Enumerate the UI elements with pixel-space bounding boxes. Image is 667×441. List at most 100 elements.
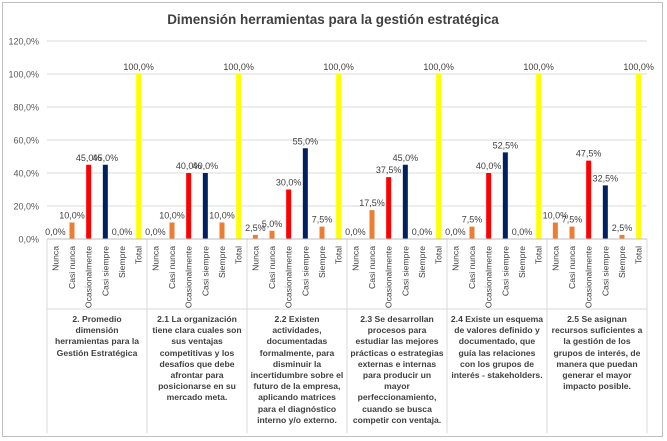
bar — [269, 230, 275, 239]
group-label: 2.1 La organización tiene clara cuales s… — [152, 314, 242, 403]
category-label: Ocasionalmente — [584, 246, 594, 308]
category-label: Casi nunca — [567, 246, 577, 289]
bar — [469, 226, 475, 239]
bar — [252, 234, 258, 239]
category-label: Nunca — [450, 246, 460, 271]
category-label: Nunca — [350, 246, 360, 271]
bar — [186, 173, 192, 239]
data-label: 52,5% — [493, 140, 519, 150]
y-tick-label: 40,0% — [13, 169, 39, 179]
data-label: 0,0% — [445, 227, 466, 237]
data-labels: 0,0%10,0%45,0%45,0%0,0%100,0%0,0%10,0%40… — [45, 62, 654, 237]
data-label: 45,0% — [93, 153, 119, 163]
bar — [202, 173, 208, 239]
category-label: Casi siempre — [400, 246, 410, 296]
category-label: Nunca — [50, 246, 60, 271]
category-label: Casi nunca — [67, 246, 77, 289]
bar — [136, 74, 142, 239]
bar — [502, 152, 508, 239]
group-label: 2. Promedio dimensión herramientas para … — [54, 314, 140, 358]
y-tick-label: 80,0% — [13, 103, 39, 113]
bar — [86, 164, 92, 239]
data-label: 47,5% — [576, 149, 602, 159]
category-label: Casi nunca — [167, 246, 177, 289]
category-label: Ocasionalmente — [484, 246, 494, 308]
data-label: 10,0% — [209, 211, 235, 221]
data-label: 100,0% — [523, 62, 554, 72]
bar — [402, 164, 408, 239]
data-label: 100,0% — [323, 62, 354, 72]
data-label: 40,0% — [476, 161, 502, 171]
bar — [286, 189, 292, 239]
bar — [436, 74, 442, 239]
bar — [386, 177, 392, 239]
data-label: 100,0% — [423, 62, 454, 72]
data-label: 45,0% — [76, 153, 102, 163]
y-tick-label: 0,0% — [18, 235, 39, 245]
data-label: 0,0% — [345, 227, 366, 237]
y-tick-label: 20,0% — [13, 202, 39, 212]
bar — [552, 222, 558, 239]
category-label: Total — [234, 246, 244, 264]
bar — [486, 173, 492, 239]
data-label: 10,0% — [59, 211, 85, 221]
bars — [69, 74, 642, 239]
category-label: Siempre — [217, 246, 227, 278]
y-tick-label: 100,0% — [8, 70, 39, 80]
bar — [569, 226, 575, 239]
group-label: 2.4 Existe un esquema de valores definid… — [450, 314, 544, 381]
data-label: 7,5% — [462, 215, 483, 225]
bar — [302, 148, 308, 239]
bar — [219, 222, 225, 239]
bar — [236, 74, 242, 239]
category-label: Total — [434, 246, 444, 264]
data-label: 100,0% — [623, 62, 654, 72]
data-label: 7,5% — [562, 215, 583, 225]
category-label: Siempre — [617, 246, 627, 278]
category-label: Nunca — [550, 246, 560, 271]
category-label: Total — [534, 246, 544, 264]
data-label: 5,0% — [262, 219, 283, 229]
category-label: Casi siempre — [100, 246, 110, 296]
category-label: Total — [634, 246, 644, 264]
data-label: 55,0% — [293, 136, 319, 146]
category-label: Ocasionalmente — [284, 246, 294, 308]
data-label: 0,0% — [145, 227, 166, 237]
data-label: 40,0% — [193, 161, 219, 171]
category-label: Casi siempre — [200, 246, 210, 296]
category-label: Total — [334, 246, 344, 264]
data-label: 2,5% — [245, 223, 266, 233]
group-label: 2.3 Se desarrollan procesos para estudia… — [350, 314, 444, 425]
bar — [636, 74, 642, 239]
category-label: Siempre — [417, 246, 427, 278]
bar — [586, 160, 592, 239]
category-label: Ocasionalmente — [384, 246, 394, 308]
category-label: Casi nunca — [467, 246, 477, 289]
data-label: 0,0% — [412, 227, 433, 237]
y-tick-label: 60,0% — [13, 136, 39, 146]
data-label: 0,0% — [45, 227, 66, 237]
data-label: 40,0% — [176, 161, 202, 171]
category-label: Casi nunca — [267, 246, 277, 289]
category-axis: Nunca Casi nunca Ocasionalmente Casi siempr… — [46, 238, 648, 433]
group-label: 2.5 Se asignan recursos suficientes a la… — [551, 314, 643, 392]
category-label: Casi nunca — [367, 246, 377, 289]
category-label: Casi siempre — [300, 246, 310, 296]
y-axis: 0,0% 20,0% 40,0% 60,0% 80,0% 100,0% 120,0% — [8, 37, 39, 245]
data-label: 10,0% — [543, 211, 569, 221]
bar — [336, 74, 342, 239]
bar — [102, 164, 108, 239]
data-label: 100,0% — [123, 62, 154, 72]
bar — [69, 222, 75, 239]
bar — [369, 210, 375, 239]
chart-frame — [2, 2, 663, 437]
chart-title: Dimensión herramientas para la gestión e… — [167, 12, 499, 27]
bar — [536, 74, 542, 239]
data-label: 45,0% — [393, 153, 419, 163]
category-label: Siempre — [117, 246, 127, 278]
category-label: Siempre — [317, 246, 327, 278]
data-label: 32,5% — [593, 173, 619, 183]
group-label: 2.2 Existen actividades, documentadas fo… — [250, 314, 344, 425]
data-label: 2,5% — [612, 223, 633, 233]
category-label: Ocasionalmente — [184, 246, 194, 308]
